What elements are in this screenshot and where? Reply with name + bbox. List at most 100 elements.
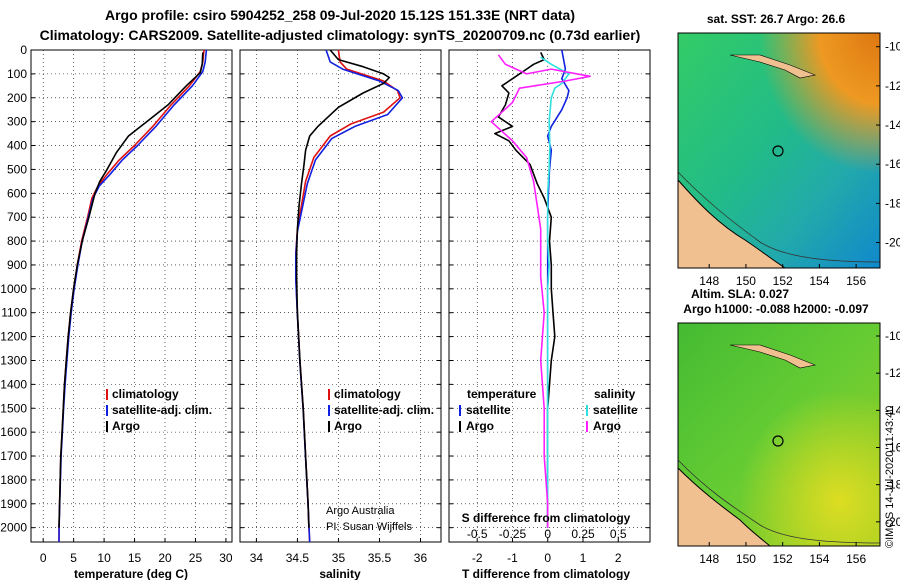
legend-t-satellite: satellite bbox=[466, 403, 511, 417]
top-x-tick-label: 0.5 bbox=[610, 527, 627, 541]
salinity-legend: climatology satellite-adj. clim. Argo Ar… bbox=[326, 387, 434, 533]
land-png-islands bbox=[729, 54, 817, 79]
x-tick-label: 35 bbox=[332, 551, 346, 565]
depth-tick-label: 1900 bbox=[0, 497, 27, 511]
map-x-tick-label: 152 bbox=[773, 552, 793, 566]
depth-tick-label: 400 bbox=[7, 139, 27, 153]
temperature-xlabel: temperature (deg C) bbox=[74, 567, 188, 580]
legend-t-argo: Argo bbox=[466, 419, 494, 433]
map-x-tick-label: 148 bbox=[699, 274, 719, 288]
depth-tick-label: 1300 bbox=[0, 353, 27, 367]
depth-tick-label: 900 bbox=[7, 258, 27, 272]
salinity-xlabel: salinity bbox=[319, 567, 361, 580]
depth-tick-label: 300 bbox=[7, 115, 27, 129]
header-line-1: Argo profile: csiro 5904252_258 09-Jul-2… bbox=[105, 7, 575, 23]
sst-map-title: sat. SST: 26.7 Argo: 26.6 bbox=[707, 12, 846, 26]
depth-tick-label: 600 bbox=[7, 186, 27, 200]
legend-s-satellite: satellite bbox=[593, 403, 638, 417]
x-tick-label: 34.5 bbox=[286, 551, 310, 565]
depth-tick-label: 1800 bbox=[0, 473, 27, 487]
x-tick-label: 34 bbox=[250, 551, 264, 565]
series-line-satellite bbox=[58, 49, 208, 543]
sla-map-axes: 148 150 152 154 156 -10 -12 -14 -16 -18 -20 bbox=[699, 329, 900, 566]
depth-tick-label: 800 bbox=[7, 234, 27, 248]
difference-legend: temperature salinity satellite Argo sate… bbox=[459, 387, 638, 433]
x-tick-label: -2 bbox=[472, 551, 483, 565]
sla-map-title: Altim. SLA: 0.027 bbox=[691, 287, 789, 301]
map-x-tick-label: 156 bbox=[846, 552, 866, 566]
top-x-tick-label: 0.25 bbox=[571, 527, 595, 541]
map-y-tick-label: -14 bbox=[885, 118, 900, 132]
header-line-2: Climatology: CARS2009. Satellite-adjuste… bbox=[40, 27, 641, 43]
imos-footer: ©IMOS 14-Jul-2020 11:43:40 bbox=[884, 406, 896, 548]
sst-map-axes: 148 150 152 154 156 -10 -12 -14 -16 -18 -20 bbox=[699, 40, 900, 288]
legend-climatology: climatology bbox=[334, 387, 401, 401]
x-tick-label: -1 bbox=[507, 551, 518, 565]
map-y-tick-label: -20 bbox=[885, 515, 900, 529]
x-tick-label: 5 bbox=[70, 551, 77, 565]
map-x-tick-label: 154 bbox=[809, 274, 829, 288]
x-tick-label: 0 bbox=[40, 551, 47, 565]
legend-argo: Argo bbox=[334, 419, 362, 433]
difference-top-axis-label: S difference from climatology bbox=[462, 511, 631, 525]
x-tick-label: 35.5 bbox=[368, 551, 392, 565]
x-tick-label: 25 bbox=[189, 551, 203, 565]
sla-map: Altim. SLA: 0.027 Argo h1000: -0.088 h20… bbox=[677, 287, 900, 566]
argo-position-marker bbox=[772, 435, 784, 447]
map-x-tick-label: 156 bbox=[846, 274, 866, 288]
depth-tick-label: 0 bbox=[20, 43, 27, 57]
series-line-climatology bbox=[294, 49, 401, 543]
salinity-panel: 34 34.5 35 35.5 36 bbox=[239, 49, 442, 565]
depth-axis: 0 100 200 300 400 500 600 700 800 900 1000 1100 1200… bbox=[0, 43, 27, 535]
legend-header-temperature: temperature bbox=[467, 387, 537, 401]
series-line-s-argo bbox=[490, 54, 591, 528]
map-y-tick-label: -14 bbox=[885, 403, 900, 417]
x-tick-label: 0 bbox=[544, 551, 551, 565]
x-tick-label: 1 bbox=[580, 551, 587, 565]
depth-tick-label: 1100 bbox=[1, 306, 27, 320]
legend-climatology: climatology bbox=[112, 387, 179, 401]
depth-tick-label: 1400 bbox=[0, 377, 27, 391]
top-x-tick-label: -0.5 bbox=[467, 527, 488, 541]
series-line-climatology bbox=[58, 49, 205, 542]
series-line-argo bbox=[295, 49, 391, 528]
map-x-tick-label: 148 bbox=[699, 552, 719, 566]
depth-tick-label: 700 bbox=[7, 210, 27, 224]
legend-satellite: satellite-adj. clim. bbox=[112, 403, 212, 417]
map-y-tick-label: -16 bbox=[885, 157, 900, 171]
legend-header-salinity: salinity bbox=[594, 387, 636, 401]
map-y-tick-label: -10 bbox=[885, 40, 900, 54]
top-x-tick-label: -0.25 bbox=[499, 527, 527, 541]
series-line-satellite bbox=[294, 49, 404, 543]
depth-tick-label: 1000 bbox=[0, 282, 27, 296]
legend-argo: Argo bbox=[112, 419, 140, 433]
map-x-tick-label: 150 bbox=[736, 274, 756, 288]
depth-tick-label: 1600 bbox=[0, 425, 27, 439]
map-y-tick-label: -18 bbox=[885, 196, 900, 210]
series-line-s-satellite bbox=[540, 56, 570, 528]
sst-map: sat. SST: 26.7 Argo: 26.6 148 150 152 154 15… bbox=[677, 12, 900, 288]
series-line-argo bbox=[58, 52, 204, 528]
x-tick-label: 20 bbox=[158, 551, 172, 565]
depth-tick-label: 500 bbox=[7, 162, 27, 176]
legend-s-argo: Argo bbox=[593, 419, 621, 433]
x-tick-label: 15 bbox=[128, 551, 142, 565]
annotation-argo-australia: Argo Australia bbox=[326, 505, 395, 517]
land-png-islands bbox=[729, 344, 817, 369]
depth-tick-label: 1200 bbox=[0, 330, 27, 344]
difference-xlabel: T difference from climatology bbox=[462, 567, 630, 580]
map-y-tick-label: -16 bbox=[885, 441, 900, 455]
difference-panel: -2 -1 0 1 2 -0.5 -0.25 0 0.25 0.5 bbox=[448, 49, 651, 565]
series-line-t-argo bbox=[493, 52, 556, 528]
depth-tick-label: 1700 bbox=[0, 449, 27, 463]
depth-tick-label: 2000 bbox=[0, 521, 27, 535]
depth-tick-label: 200 bbox=[7, 91, 27, 105]
map-y-tick-label: -12 bbox=[885, 366, 900, 380]
temperature-legend: climatology satellite-adj. clim. Argo bbox=[106, 387, 212, 433]
depth-tick-label: 1500 bbox=[0, 401, 27, 415]
x-tick-label: 2 bbox=[615, 551, 622, 565]
map-y-tick-label: -12 bbox=[885, 79, 900, 93]
land-queensland bbox=[678, 468, 770, 546]
sla-map-subtitle: Argo h1000: -0.088 h2000: -0.097 bbox=[683, 302, 869, 316]
